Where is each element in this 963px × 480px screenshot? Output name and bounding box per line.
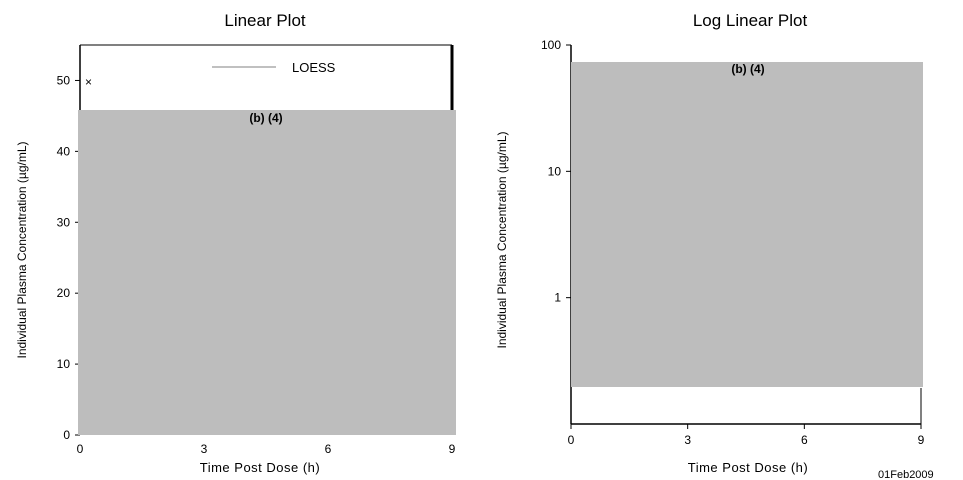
log-y-ticks: 1 10 100 [541, 38, 571, 305]
linear-x-tick-label: 0 [77, 442, 84, 456]
linear-x-axis-label: Time Post Dose (h) [200, 460, 321, 475]
log-x-tick-label: 9 [918, 433, 925, 447]
redaction-block-right [571, 62, 923, 387]
log-x-ticks: 0 3 6 9 [568, 424, 925, 447]
redaction-block-left [78, 110, 456, 435]
log-y-tick-label: 10 [548, 164, 562, 178]
log-linear-plot-title: Log Linear Plot [693, 11, 808, 30]
linear-y-tick-label: 0 [63, 428, 70, 442]
linear-y-axis-label: Individual Plasma Concentration (µg/mL) [15, 141, 29, 358]
linear-x-ticks: 0 3 6 9 [77, 442, 456, 456]
log-x-axis-label: Time Post Dose (h) [688, 460, 809, 475]
linear-x-tick-label: 6 [325, 442, 332, 456]
linear-y-tick-label: 40 [57, 144, 71, 158]
linear-y-ticks: 0 10 20 30 40 50 [57, 73, 80, 442]
log-linear-plot-panel: Log Linear Plot 1 10 100 0 3 6 9 (b) (4) Time… [495, 11, 925, 475]
log-y-tick-label: 100 [541, 38, 561, 52]
redaction-label-right: (b) (4) [731, 62, 764, 76]
linear-plot-title: Linear Plot [224, 11, 306, 30]
log-y-tick-label: 1 [554, 291, 561, 305]
redaction-label-left: (b) (4) [249, 111, 282, 125]
linear-y-tick-label: 20 [57, 286, 71, 300]
log-x-tick-label: 3 [684, 433, 691, 447]
linear-y-tick-label: 10 [57, 357, 71, 371]
linear-x-tick-label: 3 [201, 442, 208, 456]
legend-loess-label: LOESS [292, 60, 336, 75]
linear-plot-panel: Linear Plot 0 10 20 30 40 50 0 3 6 9 LOESS × (b)… [15, 11, 456, 475]
footer-date: 01Feb2009 [878, 469, 934, 480]
log-y-axis-label: Individual Plasma Concentration (µg/mL) [495, 131, 509, 348]
linear-y-tick-label: 50 [57, 73, 71, 87]
log-x-tick-label: 6 [801, 433, 808, 447]
log-x-tick-label: 0 [568, 433, 575, 447]
linear-y-tick-label: 30 [57, 215, 71, 229]
data-point-marker: × [85, 75, 92, 89]
linear-x-tick-label: 9 [449, 442, 456, 456]
